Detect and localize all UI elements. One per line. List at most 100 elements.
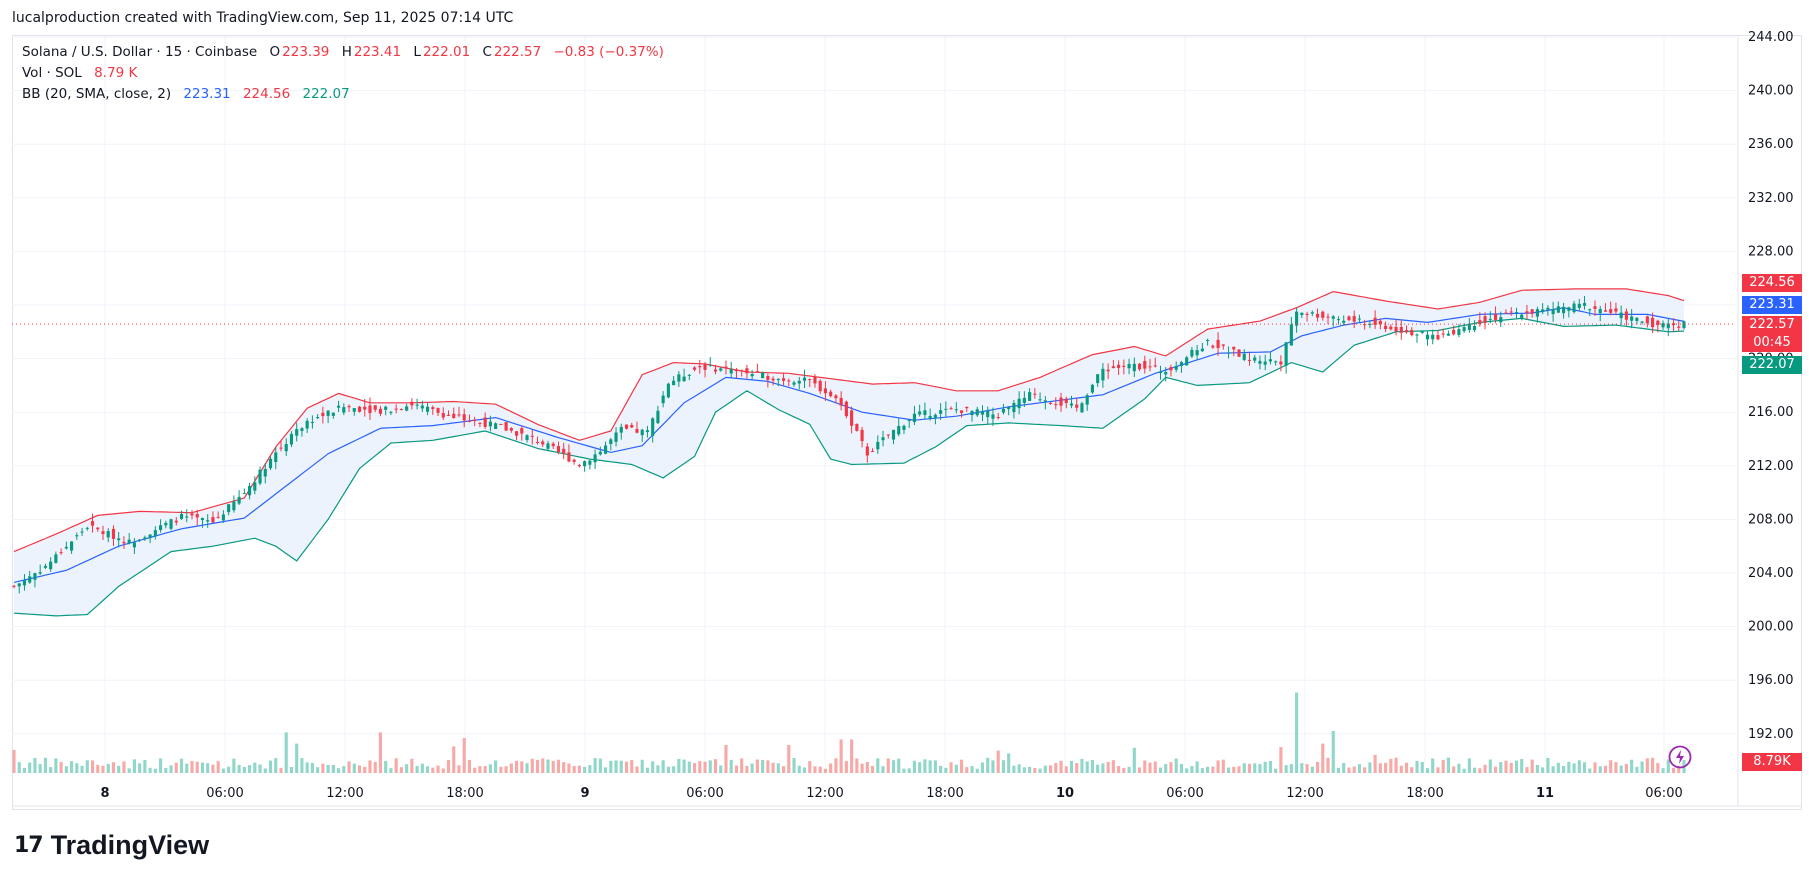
candle-body[interactable]	[865, 446, 869, 456]
candle-body[interactable]	[912, 413, 917, 423]
candle-body[interactable]	[185, 516, 189, 518]
candle-body[interactable]	[1069, 403, 1074, 406]
candle-body[interactable]	[1043, 400, 1047, 402]
candle-body[interactable]	[1572, 303, 1576, 313]
candle-body[interactable]	[844, 401, 848, 417]
candle-body[interactable]	[1200, 348, 1204, 352]
candle-body[interactable]	[823, 388, 828, 394]
candle-body[interactable]	[928, 416, 932, 419]
candle-body[interactable]	[1368, 323, 1372, 326]
candle-body[interactable]	[1164, 371, 1168, 375]
candle-body[interactable]	[12, 585, 16, 587]
candle-body[interactable]	[1253, 357, 1257, 361]
candle-body[interactable]	[1651, 317, 1655, 328]
candle-body[interactable]	[556, 446, 561, 453]
candle-body[interactable]	[289, 433, 294, 445]
candle-body[interactable]	[630, 424, 634, 428]
candle-body[interactable]	[839, 397, 843, 406]
candle-body[interactable]	[1007, 407, 1011, 410]
candle-body[interactable]	[567, 452, 571, 462]
candle-body[interactable]	[1499, 317, 1503, 323]
candle-body[interactable]	[342, 407, 346, 413]
candle-body[interactable]	[1373, 317, 1377, 325]
candle-body[interactable]	[588, 460, 592, 465]
candle-body[interactable]	[488, 421, 492, 427]
candle-body[interactable]	[1331, 316, 1335, 319]
candle-body[interactable]	[897, 426, 901, 435]
candle-body[interactable]	[211, 517, 215, 523]
candle-body[interactable]	[1493, 314, 1498, 320]
candle-body[interactable]	[415, 404, 419, 406]
candle-body[interactable]	[132, 542, 136, 548]
candle-body[interactable]	[1101, 368, 1105, 381]
candle-body[interactable]	[577, 465, 581, 467]
candle-body[interactable]	[352, 408, 356, 412]
candle-body[interactable]	[609, 439, 613, 445]
candle-body[interactable]	[1137, 363, 1142, 370]
candle-body[interactable]	[1347, 316, 1351, 321]
candle-body[interactable]	[263, 468, 267, 477]
candle-body[interactable]	[698, 366, 702, 368]
candle-body[interactable]	[1310, 312, 1314, 314]
candle-body[interactable]	[268, 458, 273, 469]
candle-body[interactable]	[792, 382, 796, 385]
candle-body[interactable]	[651, 418, 655, 436]
candle-body[interactable]	[656, 410, 660, 424]
candle-body[interactable]	[1530, 309, 1534, 314]
lightning-icon[interactable]	[1668, 745, 1692, 769]
candle-body[interactable]	[1117, 364, 1121, 368]
candle-body[interactable]	[546, 443, 550, 449]
candle-body[interactable]	[1562, 306, 1566, 314]
candle-body[interactable]	[1300, 312, 1304, 316]
candle-body[interactable]	[745, 368, 749, 374]
candle-body[interactable]	[1389, 326, 1393, 330]
candle-body[interactable]	[1295, 311, 1299, 326]
candle-body[interactable]	[200, 518, 205, 521]
candle-body[interactable]	[258, 469, 262, 484]
candle-body[interactable]	[1352, 316, 1356, 322]
candle-body[interactable]	[462, 414, 466, 421]
candle-body[interactable]	[54, 554, 58, 563]
candle-body[interactable]	[1410, 329, 1414, 336]
candle-body[interactable]	[1033, 393, 1037, 395]
candle-body[interactable]	[169, 519, 173, 529]
candle-body[interactable]	[598, 451, 602, 455]
candle-body[interactable]	[1671, 323, 1676, 326]
candle-body[interactable]	[1384, 325, 1388, 330]
candle-body[interactable]	[1216, 339, 1220, 349]
candle-body[interactable]	[1404, 330, 1409, 333]
candle-body[interactable]	[855, 423, 859, 431]
candle-body[interactable]	[284, 444, 288, 452]
candle-body[interactable]	[870, 451, 875, 453]
candle-body[interactable]	[1441, 333, 1445, 335]
candle-body[interactable]	[692, 367, 697, 370]
candle-body[interactable]	[1279, 361, 1283, 365]
candle-body[interactable]	[420, 405, 424, 409]
candle-body[interactable]	[850, 410, 854, 426]
candle-body[interactable]	[525, 435, 529, 441]
candle-body[interactable]	[1247, 359, 1252, 361]
candle-body[interactable]	[708, 364, 712, 366]
candle-body[interactable]	[1514, 311, 1519, 313]
candle-body[interactable]	[923, 410, 927, 415]
candle-body[interactable]	[305, 420, 309, 429]
candle-body[interactable]	[1624, 311, 1628, 320]
candle-body[interactable]	[405, 406, 409, 411]
candle-body[interactable]	[1122, 365, 1126, 367]
candle-body[interactable]	[781, 378, 786, 381]
candle-body[interactable]	[17, 583, 21, 587]
candle-body[interactable]	[1357, 318, 1361, 320]
candle-body[interactable]	[373, 405, 377, 410]
candle-body[interactable]	[1075, 404, 1079, 408]
candle-body[interactable]	[347, 406, 351, 408]
candle-body[interactable]	[1127, 363, 1131, 369]
candle-body[interactable]	[195, 514, 199, 518]
candle-body[interactable]	[1504, 312, 1508, 314]
candle-body[interactable]	[441, 413, 445, 418]
candle-body[interactable]	[886, 434, 890, 436]
bb-legend[interactable]: BB (20, SMA, close, 2) 223.31 224.56 222…	[22, 86, 352, 102]
candle-body[interactable]	[1059, 397, 1063, 406]
candle-body[interactable]	[635, 428, 639, 433]
candle-body[interactable]	[766, 376, 770, 380]
